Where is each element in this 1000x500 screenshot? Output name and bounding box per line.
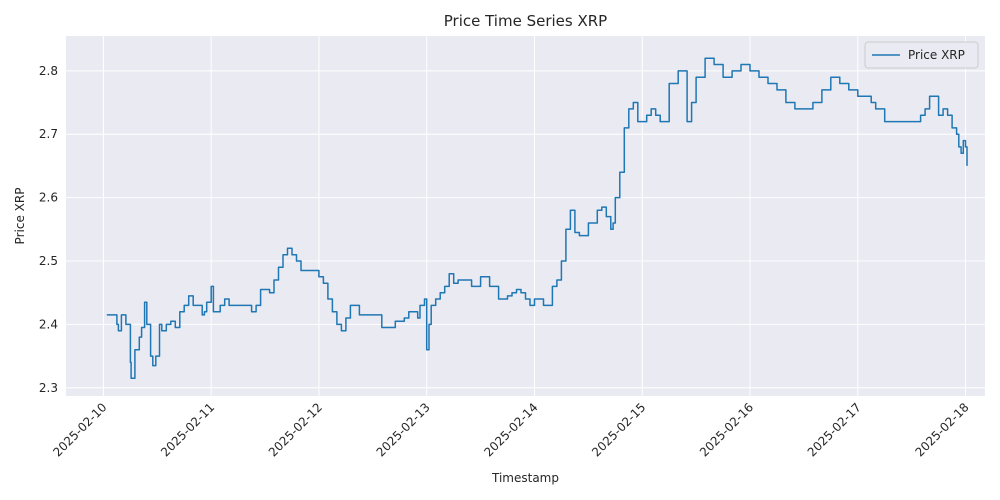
x-tick-label: 2025-02-18 [912,400,971,459]
x-tick-label: 2025-02-17 [805,400,864,459]
y-tick-label: 2.5 [39,254,58,268]
chart-title: Price Time Series XRP [444,12,607,30]
x-tick-label: 2025-02-10 [50,400,109,459]
series-line-price-xrp [106,57,968,380]
x-tick-label: 2025-02-15 [589,400,648,459]
x-tick-label: 2025-02-14 [481,400,540,459]
grid-lines [66,36,985,396]
legend-label: Price XRP [908,48,965,62]
x-tick-label: 2025-02-16 [697,400,756,459]
legend-box [864,41,979,69]
y-tick-label: 2.3 [39,381,58,395]
x-tick-labels: 2025-02-10 2025-02-11 2025-02-12 2025-02-13… [50,400,971,459]
y-axis-label: Price XRP [13,188,27,245]
x-tick-label: 2025-02-12 [266,400,325,459]
legend: Price XRP [864,41,979,69]
y-tick-label: 2.4 [39,317,58,331]
y-tick-label: 2.6 [39,191,58,205]
y-tick-label: 2.8 [39,64,58,78]
y-tick-labels: 2.3 2.4 2.5 2.6 2.7 2.8 [39,64,58,395]
x-tick-label: 2025-02-13 [374,400,433,459]
x-axis-label: Timestamp [491,471,559,485]
plot-area [66,36,985,396]
y-tick-label: 2.7 [39,127,58,141]
x-tick-label: 2025-02-11 [158,400,217,459]
